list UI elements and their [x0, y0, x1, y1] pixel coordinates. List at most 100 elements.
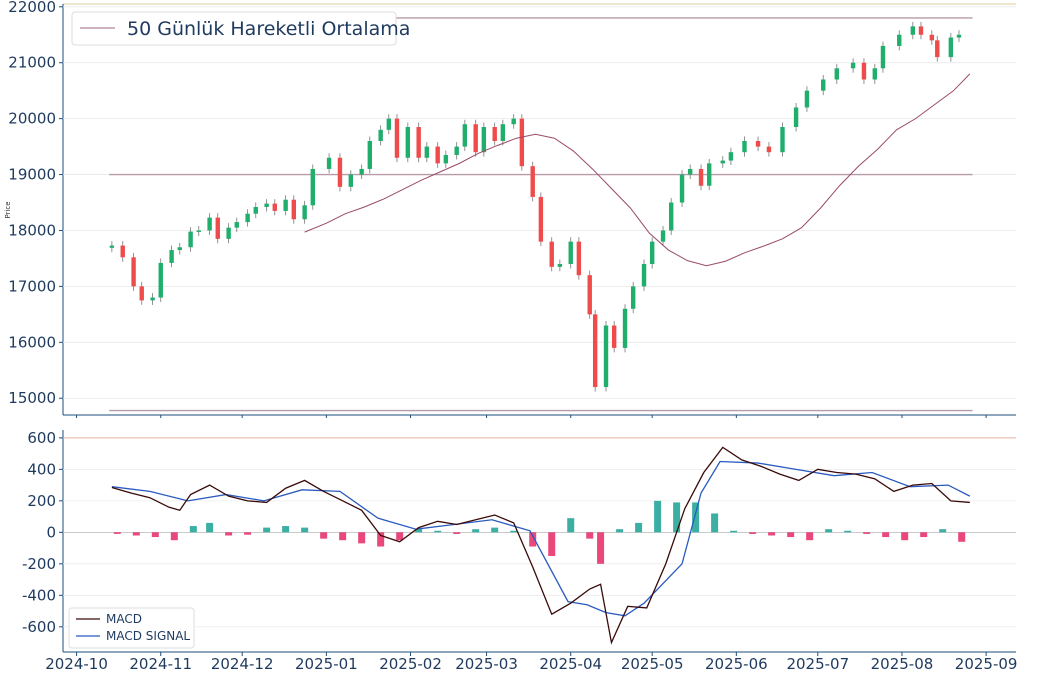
macd-histogram-bar — [939, 529, 947, 533]
candle-body — [378, 129, 383, 141]
candle-body — [576, 241, 582, 276]
candle-body — [196, 230, 201, 232]
macd-histogram-bar — [567, 518, 575, 533]
macd-signal-legend-label: MACD SIGNAL — [106, 629, 190, 643]
candle-body — [158, 262, 163, 298]
candle-body — [120, 245, 125, 258]
candle-body — [169, 250, 174, 263]
candle-body — [416, 127, 421, 158]
price-panel: 15000 16000 17000 18000 19000 20000 21000 22000… — [4, 0, 1016, 418]
x-tick-label: 2025-09 — [955, 655, 1018, 673]
candle-body — [679, 174, 685, 203]
candle-body — [592, 314, 598, 388]
macd-legend-label: MACD — [106, 612, 142, 626]
macd-histogram-bar — [882, 532, 890, 538]
macd-line — [111, 446, 970, 645]
x-tick-label: 2025-05 — [621, 655, 684, 673]
candle-body — [405, 127, 411, 158]
macd-tick-label: -200 — [22, 555, 56, 573]
candle-body — [310, 168, 315, 206]
macd-histogram-bar — [396, 532, 404, 541]
candle-body — [245, 213, 250, 223]
candle-body — [850, 62, 856, 69]
candle-body — [668, 202, 674, 231]
x-tick-label: 2025-06 — [705, 655, 768, 673]
candle-body — [603, 325, 609, 388]
candle-body — [454, 146, 459, 155]
macd-histogram-bar — [586, 532, 594, 539]
candle-body — [622, 308, 628, 348]
macd-histogram-bar — [339, 532, 347, 541]
candle-body — [473, 124, 478, 153]
candle-body — [611, 325, 617, 348]
macd-histogram-bar — [635, 522, 643, 533]
candle-body — [755, 141, 761, 147]
candle-body — [226, 227, 231, 239]
macd-tick-label: 400 — [27, 460, 56, 478]
candle-body — [630, 286, 636, 309]
macd-tick-label: 0 — [46, 523, 56, 541]
macd-tick-label: -600 — [22, 618, 56, 636]
macd-histogram-bar — [263, 527, 271, 533]
price-tick-label: 17000 — [8, 277, 56, 295]
candle-body — [821, 79, 826, 91]
macd-histogram-bar — [673, 502, 681, 533]
candle-body — [918, 26, 924, 35]
candle-body — [538, 196, 544, 242]
price-tick-label: 22000 — [8, 0, 56, 16]
candle-body — [326, 157, 332, 169]
macd-histogram-bar — [863, 532, 871, 534]
candle-body — [109, 245, 115, 248]
macd-histogram-bar — [958, 532, 966, 542]
macd-histogram-bar — [548, 532, 556, 556]
macd-signal-line — [111, 460, 971, 617]
candle-body — [150, 297, 155, 301]
candle-body — [530, 166, 535, 197]
macd-histogram-bar — [301, 527, 309, 533]
x-tick-label: 2024-12 — [211, 655, 274, 673]
candle-body — [302, 205, 307, 220]
ma50-line — [304, 73, 971, 267]
x-tick-label: 2025-02 — [379, 655, 442, 673]
candle-body — [291, 199, 296, 220]
candle-body — [500, 124, 506, 141]
candle-body — [435, 146, 440, 164]
candle-body — [215, 217, 220, 239]
x-tick-label: 2025-07 — [786, 655, 849, 673]
x-tick-label: 2024-11 — [129, 655, 192, 673]
macd-histogram-bar — [189, 526, 197, 533]
macd-histogram-bar — [170, 532, 178, 541]
macd-histogram-bar — [244, 532, 252, 535]
candle-body — [698, 168, 704, 186]
macd-tick-label: -400 — [22, 586, 56, 604]
candle-body — [139, 286, 144, 301]
macd-histogram-bar — [920, 532, 928, 538]
candle-body — [272, 203, 277, 211]
candle-body — [720, 160, 725, 164]
candle-body — [649, 241, 655, 265]
price-legend-box — [71, 11, 397, 46]
candle-body — [568, 241, 573, 265]
candle-body — [462, 124, 468, 147]
macd-histogram-bar — [692, 502, 700, 533]
macd-histogram-bar — [711, 513, 719, 533]
candle-body — [935, 40, 940, 58]
macd-histogram-bar — [844, 530, 852, 533]
candle-body — [348, 174, 354, 187]
candle-body — [929, 34, 935, 41]
candle-body — [511, 118, 516, 125]
macd-histogram-bar — [320, 532, 328, 539]
macd-histogram-bar — [434, 530, 442, 533]
candle-body — [687, 168, 693, 175]
candle-body — [253, 206, 258, 214]
macd-panel: -600 -400 -200 0 200 400 600 2024-10 2024-11 2024… — [22, 429, 1018, 673]
x-tick-label: 2024-10 — [45, 655, 108, 673]
candle-body — [742, 141, 747, 153]
macd-histogram-bar — [749, 532, 757, 534]
macd-histogram-bar — [491, 527, 499, 533]
x-tick-label: 2025-08 — [871, 655, 934, 673]
candle-body — [492, 127, 497, 141]
macd-histogram-bar — [132, 532, 140, 536]
candle-body — [481, 127, 487, 153]
x-tick-label: 2025-03 — [455, 655, 518, 673]
